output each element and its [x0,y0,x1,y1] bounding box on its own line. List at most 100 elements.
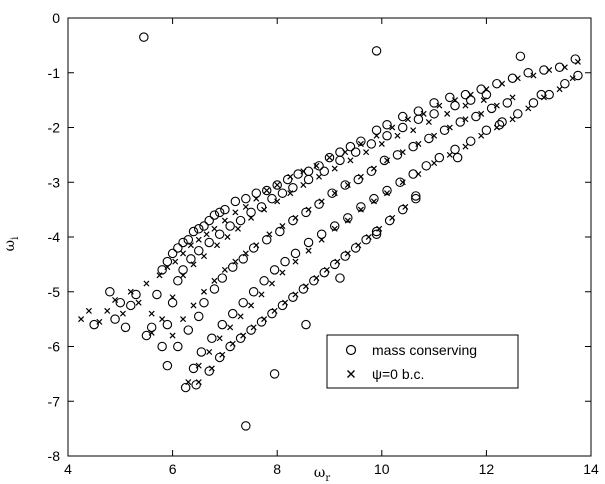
circle-point [178,237,188,248]
circle-point [319,166,330,177]
circle-point [152,289,162,300]
cross-point [180,250,187,257]
circle-point [465,95,476,105]
cross-point [326,154,333,161]
cross-point [190,302,197,309]
cross-point [248,302,255,309]
cross-point [216,335,223,342]
circle-point [515,51,526,62]
circle-point [275,226,285,237]
cross-point [169,332,176,339]
axis-ticks [67,17,592,457]
circle-point [277,300,288,311]
cross-point [344,250,351,257]
circle-point [408,169,418,179]
circle-point [194,224,204,234]
circle-point [199,297,209,308]
cross-point [415,171,422,178]
circle-point [298,284,309,294]
cross-point [172,258,179,265]
circle-point [238,254,248,264]
circle-point [261,234,272,245]
circle-point [288,292,298,302]
circle-point [382,185,392,196]
circle-point [314,161,324,171]
circle-point [486,103,497,114]
cross-point [483,86,490,93]
cross-point [195,379,202,386]
cross-point [187,242,194,249]
y-tick-label: -2 [48,120,61,136]
cross-point [402,203,409,210]
circle-point [497,117,507,127]
legend-circle-marker [345,344,357,356]
cross-point [292,258,299,265]
cross-point [274,198,281,205]
circle-point [157,265,167,275]
circle-point [570,54,581,64]
circle-point [241,193,251,204]
cross-point [234,225,241,232]
cross-point [334,258,341,265]
cross-point [357,173,364,180]
cross-point [258,291,265,298]
circle-point [513,109,523,119]
circle-point [314,199,324,209]
circle-point [309,276,319,286]
circle-point [288,182,298,193]
cross-point [185,379,192,386]
cross-point [195,362,202,369]
cross-point [156,272,163,279]
cross-point [436,102,443,109]
circle-point [465,136,476,146]
cross-point [344,181,351,189]
circle-point [481,125,492,135]
y-tick-label: 0 [52,10,60,26]
circle-point [303,174,314,185]
circle-point [214,352,225,363]
cross-point [282,299,289,306]
cross-point [331,165,338,172]
circle-point [220,204,230,215]
cross-point [530,72,537,79]
cross-point [561,64,568,71]
circle-point [173,341,183,352]
circle-point [523,68,533,78]
cross-point [399,149,406,156]
cross-point [242,250,249,257]
circle-point [329,259,340,270]
circle-point [382,120,392,130]
circle-point [267,308,277,319]
cross-point [365,233,372,241]
circle-point [269,265,280,275]
y-tick-label: -5 [48,284,61,300]
circle-point [217,273,228,283]
cross-point [446,151,453,158]
cross-point [342,149,349,156]
cross-point [169,294,176,301]
legend-cross-marker [347,370,355,378]
cross-point [525,105,532,112]
circle-point [434,152,445,163]
cross-point [316,173,323,180]
y-axis-label-group: ωi [2,237,21,252]
circle-point [366,166,377,177]
x-axis-label: ωr [314,465,330,484]
circle-point [384,215,395,226]
circle-point [382,130,392,141]
cross-point [305,247,312,254]
cross-point [261,206,268,213]
cross-point [574,58,581,65]
cross-point [250,324,257,331]
circle-point [204,215,214,226]
cross-point [376,225,383,232]
circle-point [167,297,178,308]
cross-point [229,340,236,347]
circle-point [429,98,439,108]
circle-point [429,109,439,119]
cross-point [425,119,432,126]
circle-point [450,144,460,155]
cross-point [399,179,406,186]
x-tick-label: 8 [273,461,281,477]
cross-point [292,291,299,298]
